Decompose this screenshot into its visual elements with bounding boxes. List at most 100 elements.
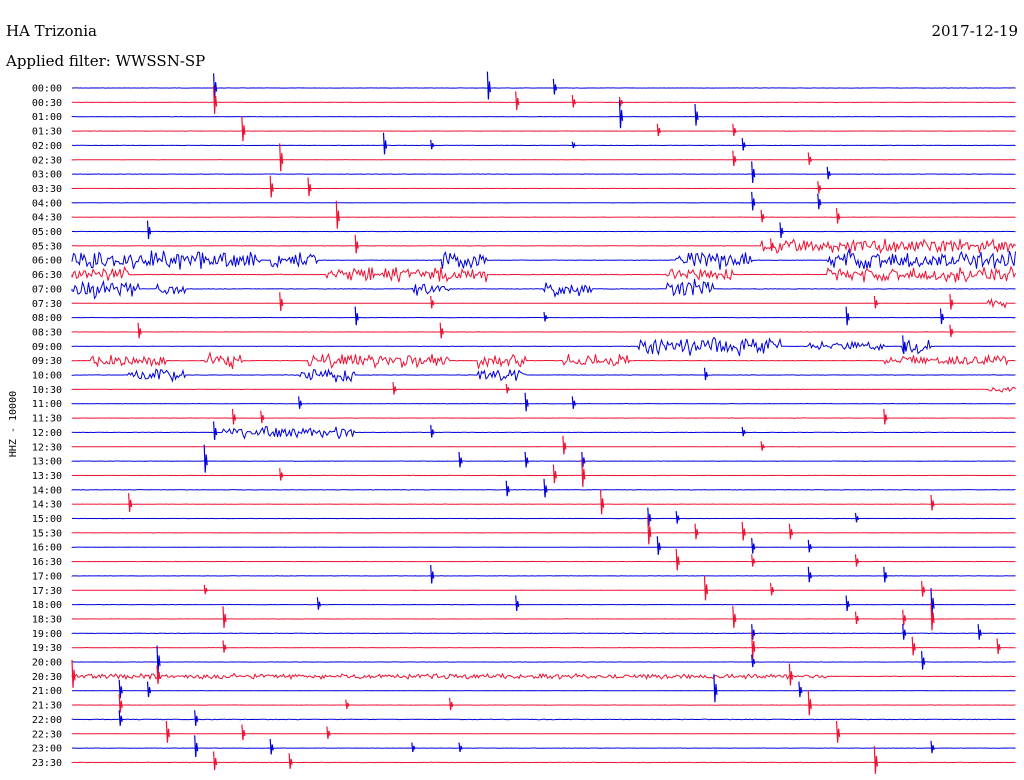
- trace-line: [71, 336, 1016, 357]
- event-spike: [902, 335, 907, 354]
- event-spike: [430, 425, 435, 438]
- event-spike: [213, 421, 218, 441]
- event-spike: [921, 581, 926, 597]
- event-spike: [751, 554, 756, 567]
- time-tick-label: 15:00: [32, 514, 62, 525]
- trace-line: [71, 351, 1016, 370]
- event-spike: [770, 582, 775, 596]
- event-spike: [156, 645, 161, 674]
- event-spike: [817, 181, 822, 194]
- event-spike: [354, 234, 359, 254]
- event-spike: [486, 71, 491, 100]
- event-spike: [741, 426, 746, 437]
- event-spike: [854, 512, 860, 523]
- time-tick-label: 02:30: [32, 155, 62, 166]
- time-tick-label: 19:00: [32, 629, 62, 640]
- event-spike: [279, 468, 284, 481]
- time-tick-label: 15:30: [32, 528, 62, 539]
- trace-line: [71, 367, 1016, 383]
- trace-line: [71, 247, 1016, 270]
- event-spike: [741, 138, 746, 151]
- event-spike: [902, 624, 907, 640]
- event-spike: [552, 464, 557, 484]
- event-spike: [854, 554, 860, 567]
- event-spike: [751, 654, 756, 668]
- event-spike: [807, 690, 812, 716]
- event-spike: [883, 408, 888, 425]
- time-tick-label: 01:30: [32, 127, 62, 138]
- event-spike: [732, 123, 737, 137]
- event-spike: [241, 116, 246, 142]
- event-spike: [279, 143, 284, 172]
- time-tick-label: 18:30: [32, 614, 62, 625]
- time-tick-label: 04:30: [32, 213, 62, 224]
- event-spike: [571, 396, 576, 409]
- event-spike: [213, 751, 218, 771]
- time-tick-label: 23:00: [32, 744, 62, 755]
- event-spike: [751, 191, 756, 211]
- event-spike: [430, 139, 435, 150]
- event-spike: [194, 710, 199, 726]
- time-tick-label: 10:00: [32, 371, 62, 382]
- event-spike: [807, 152, 812, 165]
- event-spike: [515, 91, 520, 111]
- event-spike: [836, 208, 841, 224]
- event-spike: [165, 720, 170, 743]
- trace-line: [71, 425, 1016, 440]
- event-spike: [873, 295, 878, 309]
- event-spike: [222, 640, 227, 653]
- time-tick-label: 08:00: [32, 313, 62, 324]
- event-spike: [949, 324, 954, 338]
- event-spike: [977, 624, 982, 640]
- event-spike: [996, 638, 1001, 655]
- event-spike: [269, 175, 274, 198]
- event-spike: [694, 523, 699, 540]
- event-spike: [751, 161, 756, 184]
- time-tick-label: 05:00: [32, 227, 62, 238]
- time-tick-label: 21:30: [32, 701, 62, 712]
- event-spike: [732, 150, 737, 167]
- chart-date: 2017-12-19: [932, 22, 1018, 40]
- event-spike: [449, 697, 454, 711]
- event-spike: [146, 220, 152, 240]
- time-tick-label: 03:30: [32, 184, 62, 195]
- trace-line: [71, 718, 1016, 721]
- event-spike: [760, 209, 765, 223]
- event-spike: [269, 738, 274, 755]
- time-tick-label: 12:00: [32, 428, 62, 439]
- event-spike: [543, 312, 548, 322]
- event-spike: [335, 200, 340, 229]
- time-tick-label: 11:00: [32, 399, 62, 410]
- event-spike: [458, 451, 463, 468]
- time-tick-label: 21:00: [32, 686, 62, 697]
- trace-line: [71, 386, 1016, 393]
- event-spike: [524, 392, 529, 412]
- event-spike: [552, 78, 557, 95]
- event-spike: [288, 753, 293, 769]
- time-tick-label: 20:30: [32, 672, 62, 683]
- event-spike: [770, 238, 775, 251]
- event-spike: [751, 538, 756, 554]
- event-spike: [543, 478, 548, 498]
- event-spike: [883, 566, 888, 583]
- event-spike: [316, 597, 321, 610]
- event-spike: [137, 322, 142, 339]
- event-spike: [515, 595, 520, 612]
- event-spike: [845, 306, 850, 326]
- event-spike: [345, 699, 350, 709]
- event-spike: [854, 611, 860, 625]
- channel-label: HHZ - 10000: [8, 391, 19, 457]
- time-tick-label: 22:00: [32, 715, 62, 726]
- event-spike: [71, 659, 76, 688]
- time-tick-label: 16:00: [32, 543, 62, 554]
- event-spike: [203, 444, 208, 473]
- time-tick-label: 16:30: [32, 557, 62, 568]
- event-spike: [241, 724, 246, 741]
- event-spike: [118, 710, 123, 726]
- event-spike: [779, 222, 784, 238]
- event-spike: [873, 746, 878, 774]
- event-spike: [128, 493, 133, 512]
- time-tick-label: 08:30: [32, 327, 62, 338]
- event-spike: [817, 193, 822, 210]
- time-tick-label: 07:00: [32, 284, 62, 295]
